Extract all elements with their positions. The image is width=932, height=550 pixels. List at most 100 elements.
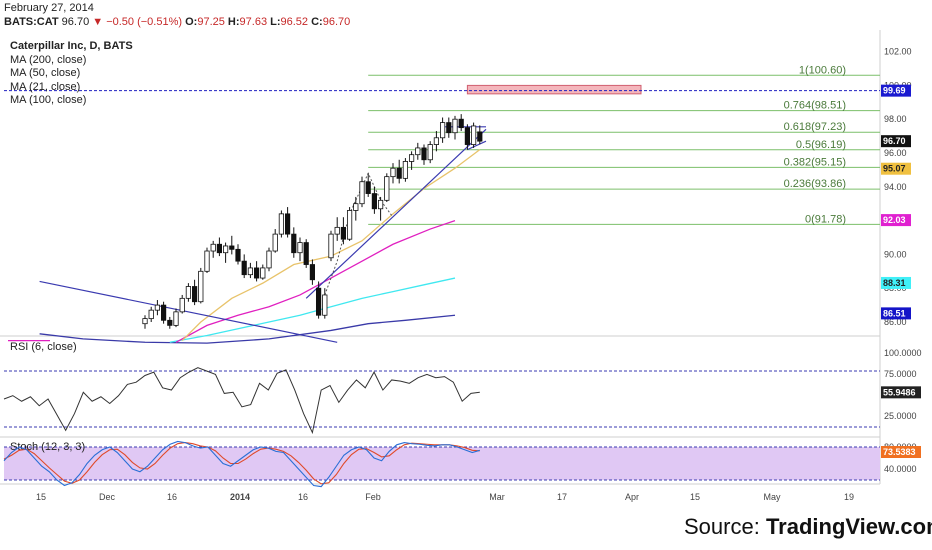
candle-body <box>384 176 390 201</box>
legend: Caterpillar Inc, D, BATS MA (200, close)… <box>10 40 133 108</box>
price-tag <box>881 162 911 175</box>
candle-body <box>266 250 272 269</box>
candle-body <box>198 270 204 303</box>
time-tick-label: Mar <box>489 492 505 502</box>
candle-body <box>458 118 464 129</box>
price-tag <box>881 214 911 227</box>
candle-body <box>272 233 278 252</box>
candle-body <box>315 287 322 316</box>
price-tag-label: 86.51 <box>883 308 906 318</box>
candle-body <box>191 286 198 303</box>
candle-body <box>377 199 384 210</box>
high-label: H: <box>227 16 240 28</box>
candle-body <box>154 304 160 311</box>
candle-body <box>371 193 378 210</box>
candle-body <box>359 181 365 205</box>
candle-body <box>247 267 253 276</box>
fib-level-label: 0.764(98.51) <box>784 100 846 112</box>
close-value: 96.70 <box>322 16 351 28</box>
candle-body <box>421 147 427 161</box>
time-tick-label: Dec <box>99 492 116 502</box>
trendline <box>467 140 487 151</box>
candle-body <box>173 311 179 326</box>
candle-body <box>284 213 291 235</box>
ma100-line <box>169 277 456 343</box>
last-price: 96.70 <box>61 16 90 28</box>
candle-body <box>470 125 477 145</box>
candle-body <box>235 248 241 262</box>
fib-level-label: 0(91.78) <box>805 213 846 225</box>
candle-body <box>185 286 191 299</box>
candle-body <box>260 267 266 279</box>
candle-body <box>322 294 328 316</box>
time-tick-label: 15 <box>36 492 46 502</box>
time-tick-label: 2014 <box>230 492 250 502</box>
candle-body <box>297 242 303 254</box>
rsi-value-tag <box>881 386 921 399</box>
ma200-line <box>39 314 456 344</box>
stoch-d-line <box>3 442 480 485</box>
supply-zone <box>466 84 642 95</box>
source-watermark: Source: TradingView.com <box>684 514 932 540</box>
fib-level-label: 0.236(93.86) <box>784 178 846 190</box>
legend-ma50[interactable]: MA (50, close) <box>10 67 81 79</box>
low-value: 96.52 <box>280 16 309 28</box>
price-tag-label: 92.03 <box>883 215 906 225</box>
candle-body <box>222 245 229 254</box>
candle-body <box>148 309 154 320</box>
price-tag-label: 95.07 <box>883 164 906 174</box>
candle-body <box>427 144 433 161</box>
price-tag <box>881 307 911 320</box>
rsi-tick-label: 100.0000 <box>884 348 922 358</box>
candle-body <box>402 161 409 179</box>
close-label: C: <box>311 16 323 28</box>
candle-body <box>253 267 260 279</box>
rsi-line <box>3 367 480 435</box>
fib-level-label: 0.5(96.19) <box>796 139 846 151</box>
time-tick-label: Feb <box>365 492 381 502</box>
candle-body <box>291 233 297 254</box>
time-tick-label: Apr <box>625 492 639 502</box>
legend-ma100[interactable]: MA (100, close) <box>10 94 87 106</box>
legend-ma21[interactable]: MA (21, close) <box>10 80 81 93</box>
candle-body <box>365 181 371 194</box>
candle-body <box>303 242 309 265</box>
candle-body <box>204 250 210 272</box>
fib-level-label: 0.618(97.23) <box>784 121 846 133</box>
candle-body <box>452 118 458 134</box>
price-tick-label: 96.00 <box>884 148 907 158</box>
candle-body <box>210 243 216 252</box>
candle-body <box>229 245 235 250</box>
candle-body <box>346 210 353 240</box>
source-brand: TradingView.com <box>765 514 932 539</box>
rsi-title: RSI (6, close) <box>10 341 77 353</box>
price-tag <box>881 84 911 97</box>
price-tick-label: 94.00 <box>884 182 907 192</box>
price-tag-label: 88.31 <box>883 278 906 288</box>
low-label: L: <box>270 16 281 28</box>
source-prefix: Source: <box>684 514 766 539</box>
legend-title: Caterpillar Inc, D, BATS <box>10 40 133 52</box>
candle-body <box>464 127 471 145</box>
price-tag-label: 96.70 <box>883 136 906 146</box>
candle-body <box>241 260 247 276</box>
trendline <box>39 280 338 343</box>
chart-date: February 27, 2014 <box>4 2 94 14</box>
legend-ma200[interactable]: MA (200, close) <box>10 53 87 66</box>
change: ▼ −0.50 (−0.51%) <box>92 16 183 28</box>
candle-body <box>328 233 334 259</box>
candle-body <box>390 167 396 178</box>
candle-body <box>439 122 446 139</box>
price-tag-label: 99.69 <box>883 86 906 96</box>
candle-body <box>446 122 452 134</box>
candle-body <box>167 319 173 326</box>
stoch-value-tag <box>881 446 921 458</box>
price-tick-label: 86.00 <box>884 317 907 327</box>
candle-body <box>415 147 421 156</box>
rsi-value-label: 55.9486 <box>883 387 916 397</box>
price-tag <box>881 276 911 289</box>
price-tag <box>881 135 911 148</box>
ma50-line <box>175 219 456 343</box>
candle-body <box>477 131 483 142</box>
